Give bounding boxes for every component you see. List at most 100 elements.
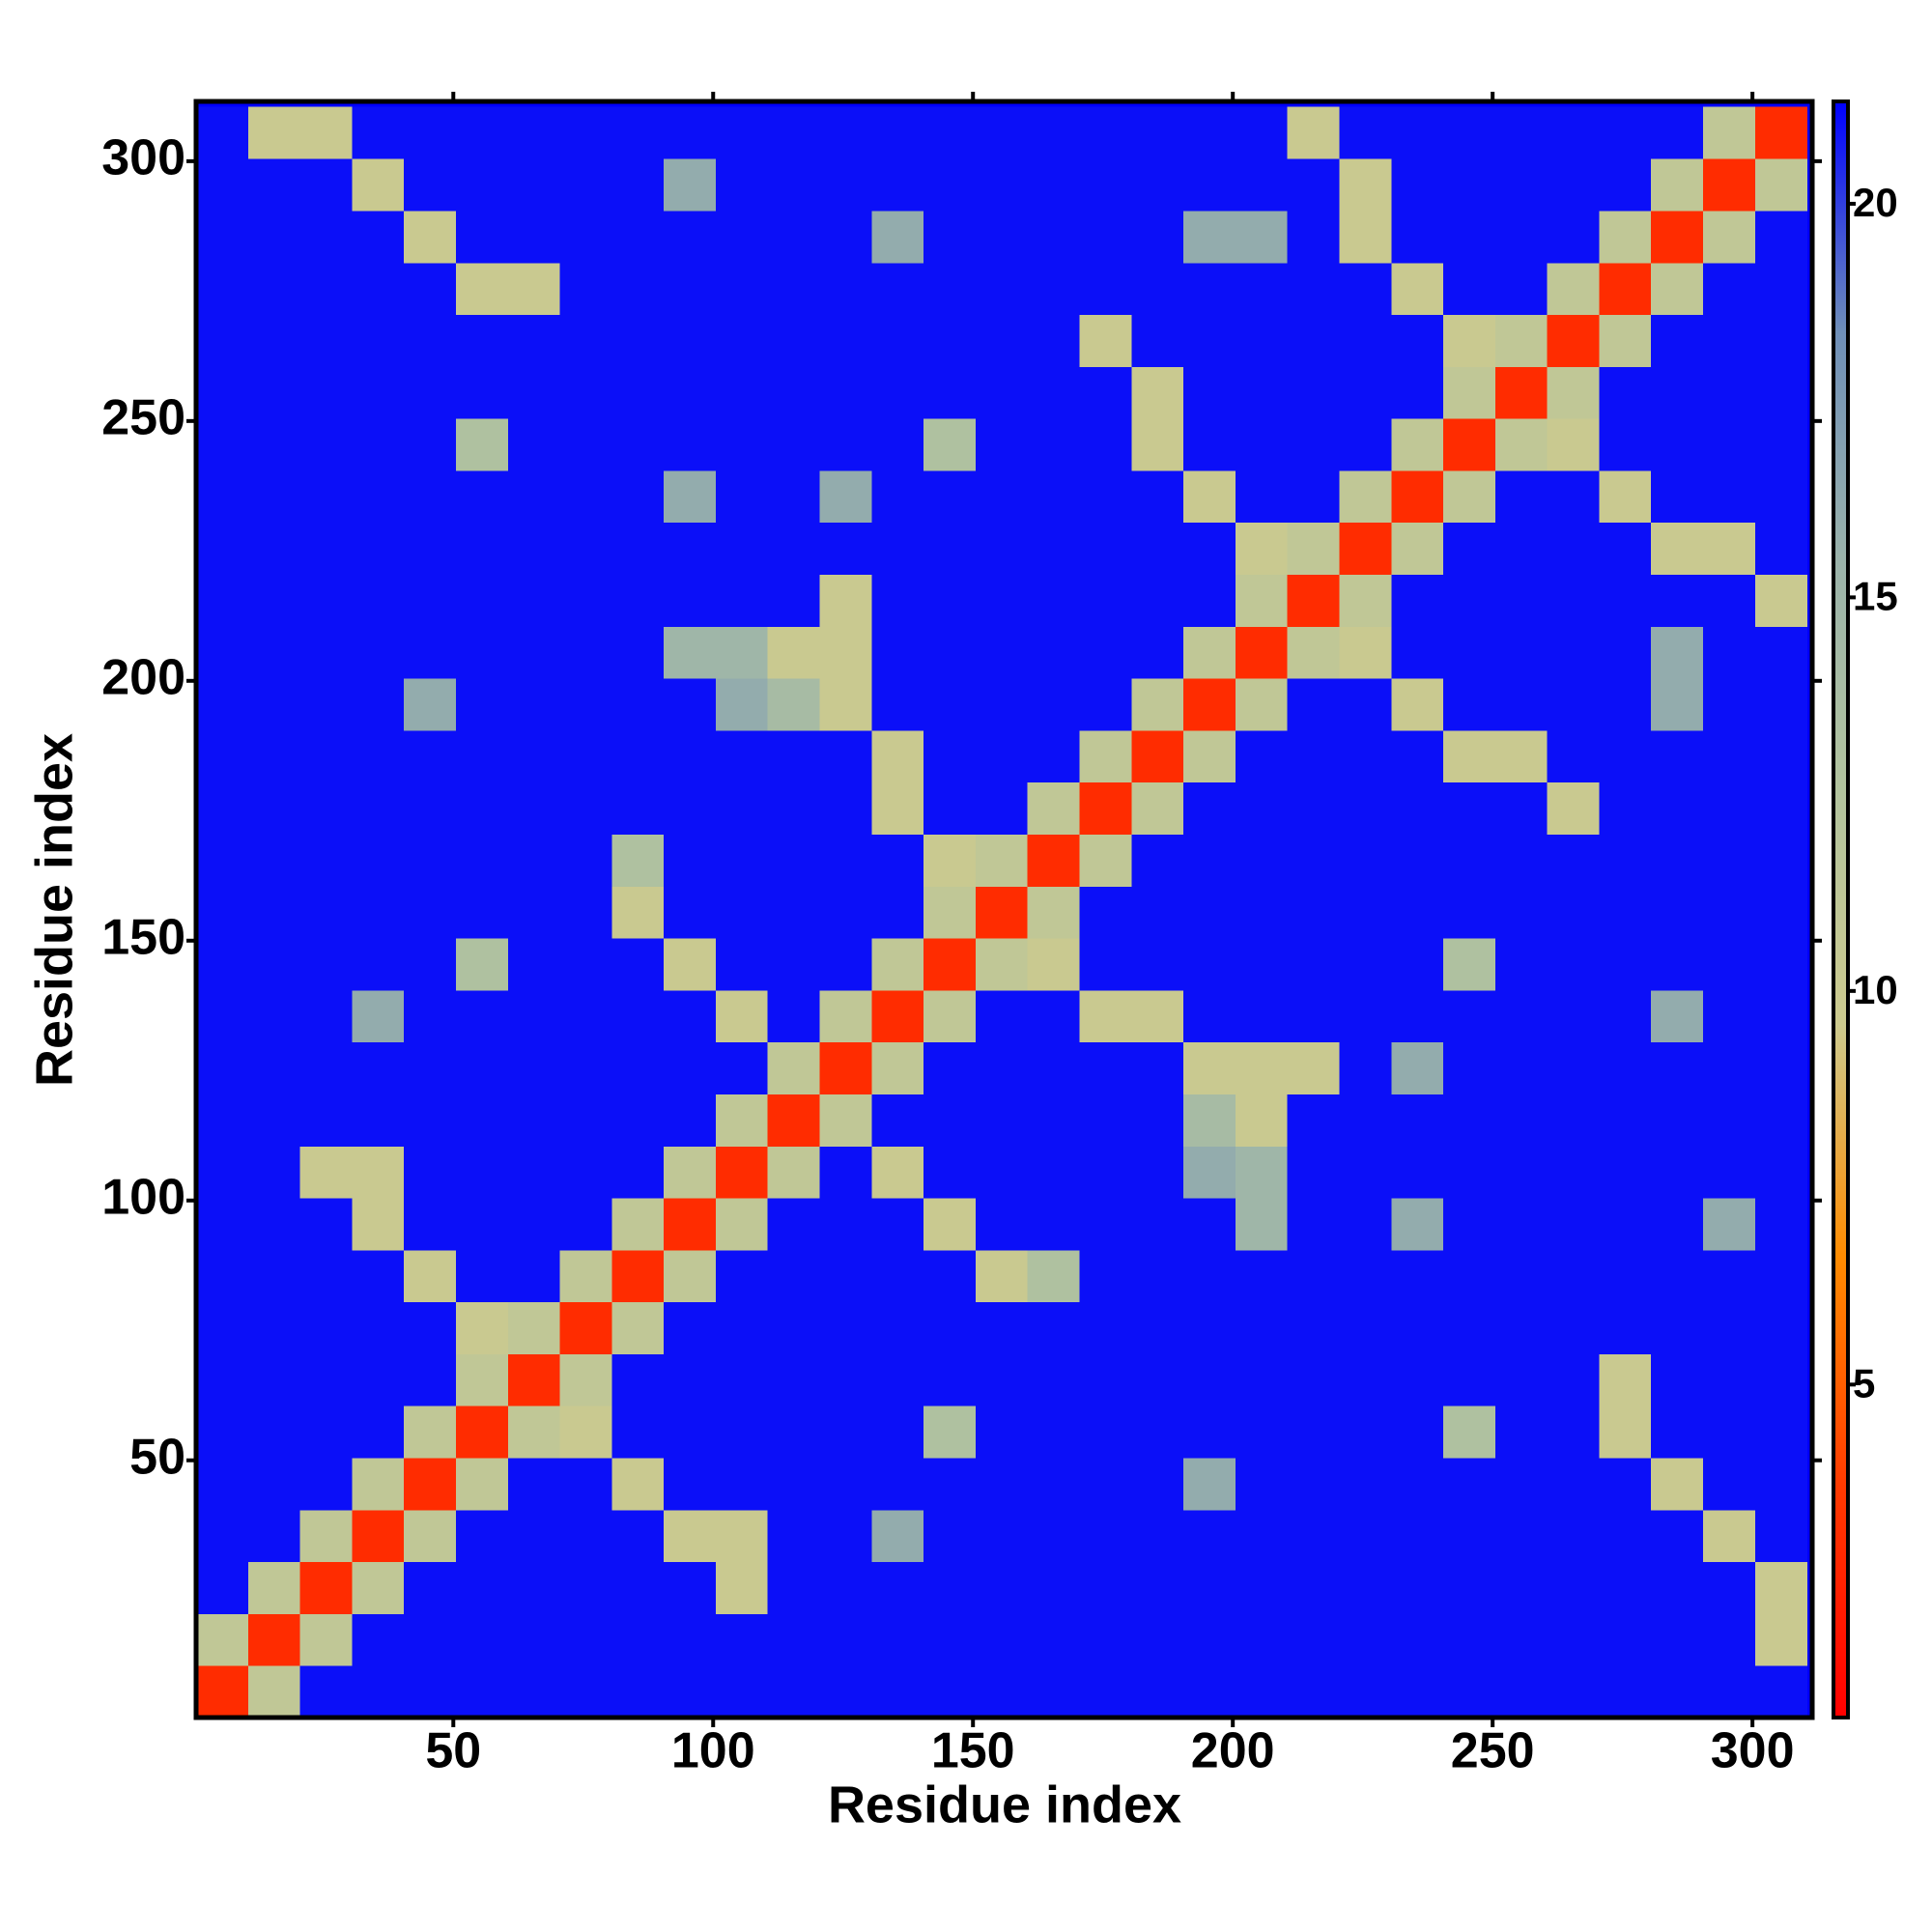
- heatmap-cell: [1079, 886, 1132, 939]
- heatmap-cell: [1494, 626, 1548, 679]
- heatmap-cell: [559, 1146, 612, 1199]
- heatmap-cell: [767, 678, 821, 731]
- heatmap-cell: [247, 366, 301, 419]
- heatmap-cell: [923, 1561, 977, 1614]
- heatmap-cell: [1547, 1146, 1600, 1199]
- heatmap-cell: [559, 1041, 612, 1094]
- heatmap-cell: [196, 781, 249, 835]
- heatmap-cell: [1703, 1301, 1756, 1354]
- heatmap-cell: [507, 1198, 561, 1251]
- heatmap-cell: [196, 678, 249, 731]
- heatmap-cell: [559, 314, 612, 367]
- heatmap-cell: [715, 1301, 769, 1354]
- heatmap-cell: [1183, 886, 1236, 939]
- heatmap-cell: [1287, 1301, 1340, 1354]
- heatmap-cell: [819, 938, 872, 991]
- heatmap-cell: [1443, 1146, 1496, 1199]
- heatmap-cell: [1287, 678, 1340, 731]
- heatmap-cell: [1599, 262, 1652, 316]
- heatmap-cell: [247, 1094, 301, 1147]
- heatmap-cell: [715, 781, 769, 835]
- heatmap-cell: [1235, 158, 1289, 212]
- heatmap-cell: [1183, 938, 1236, 991]
- heatmap-cell: [1339, 522, 1392, 576]
- heatmap-cell: [1235, 522, 1289, 576]
- heatmap-cell: [975, 1041, 1029, 1094]
- heatmap-cell: [767, 522, 821, 576]
- heatmap-cell: [664, 1249, 717, 1303]
- heatmap-cell: [923, 781, 977, 835]
- heatmap-cell: [923, 469, 977, 524]
- heatmap-cell: [196, 834, 249, 887]
- heatmap-cell: [455, 522, 509, 576]
- heatmap-cell: [299, 1353, 353, 1406]
- heatmap-cell: [664, 1458, 717, 1511]
- heatmap-cell: [611, 1561, 665, 1614]
- heatmap-cell: [923, 1353, 977, 1406]
- heatmap-cell: [1391, 938, 1444, 991]
- heatmap-cell: [196, 1146, 249, 1199]
- x-tick-label: 200: [1191, 1723, 1275, 1779]
- heatmap-cell: [352, 989, 405, 1043]
- heatmap-cell: [1183, 522, 1236, 576]
- heatmap-cell: [1027, 1094, 1081, 1147]
- heatmap-cell: [1599, 418, 1652, 471]
- heatmap-cell: [1235, 626, 1289, 679]
- heatmap-cell: [196, 106, 249, 159]
- heatmap-cell: [715, 678, 769, 731]
- heatmap-cell: [1027, 781, 1081, 835]
- heatmap-cell: [352, 729, 405, 783]
- heatmap-cell: [247, 314, 301, 367]
- heatmap-cell: [1494, 729, 1548, 783]
- heatmap-cell: [352, 262, 405, 316]
- heatmap-cell: [404, 1094, 457, 1147]
- heatmap-cell: [611, 1198, 665, 1251]
- heatmap-cell: [1183, 158, 1236, 212]
- heatmap-cell: [507, 1406, 561, 1459]
- heatmap-cell: [871, 158, 924, 212]
- heatmap-cell: [975, 834, 1029, 887]
- heatmap-cell: [1391, 781, 1444, 835]
- heatmap-cell: [1443, 1301, 1496, 1354]
- heatmap-cell: [767, 366, 821, 419]
- heatmap-cell: [1443, 1353, 1496, 1406]
- heatmap-cell: [871, 1198, 924, 1251]
- heatmap-cell: [1494, 1613, 1548, 1666]
- heatmap-cell: [1235, 1665, 1289, 1718]
- heatmap-cell: [1547, 1509, 1600, 1563]
- heatmap-cell: [247, 574, 301, 627]
- heatmap-cell: [1754, 989, 1808, 1043]
- heatmap-cell: [1339, 989, 1392, 1043]
- heatmap-cell: [507, 938, 561, 991]
- heatmap-cell: [975, 262, 1029, 316]
- heatmap-cell: [1391, 1509, 1444, 1563]
- heatmap-cell: [1027, 1458, 1081, 1511]
- x-tick-label: 100: [671, 1723, 755, 1779]
- heatmap-cell: [1599, 1665, 1652, 1718]
- heatmap-cell: [455, 781, 509, 835]
- heatmap-cell: [1079, 158, 1132, 212]
- heatmap-cell: [1494, 1198, 1548, 1251]
- heatmap-cell: [455, 1094, 509, 1147]
- heatmap-cell: [559, 834, 612, 887]
- heatmap-cell: [404, 1406, 457, 1459]
- heatmap-cell: [507, 262, 561, 316]
- heatmap-cell: [1443, 886, 1496, 939]
- heatmap-cell: [664, 158, 717, 212]
- heatmap-cell: [299, 1509, 353, 1563]
- heatmap-cell: [664, 989, 717, 1043]
- heatmap-cell: [299, 1613, 353, 1666]
- heatmap-cell: [923, 989, 977, 1043]
- colorbar-tick-label: 15: [1853, 573, 1898, 618]
- heatmap-cell: [1235, 1406, 1289, 1459]
- heatmap-cell: [1599, 574, 1652, 627]
- heatmap-cell: [559, 1406, 612, 1459]
- heatmap-cell: [1235, 989, 1289, 1043]
- heatmap-cell: [1494, 210, 1548, 264]
- heatmap-cell: [611, 106, 665, 159]
- heatmap-cell: [715, 834, 769, 887]
- heatmap-cell: [1651, 262, 1704, 316]
- heatmap-cell: [404, 938, 457, 991]
- heatmap-cell: [1599, 626, 1652, 679]
- heatmap-cell: [1391, 1613, 1444, 1666]
